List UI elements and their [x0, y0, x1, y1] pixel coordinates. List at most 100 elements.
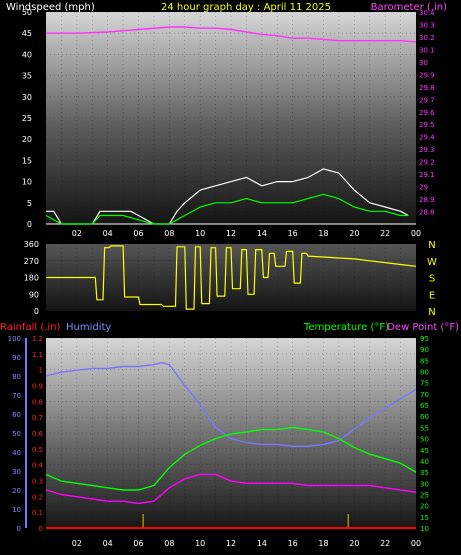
- barometer-tick-label: 29.3: [419, 146, 435, 154]
- temperature-tick-label: 80: [420, 369, 429, 377]
- temperature-tick-label: 55: [420, 424, 429, 432]
- humidity-tick-label: 30: [12, 468, 21, 476]
- temperature-tick-label: 45: [420, 447, 429, 455]
- rain-tick-label: 1.2: [32, 335, 43, 343]
- temperature-tick-label: 65: [420, 402, 429, 410]
- temperature-line: [45, 426, 417, 491]
- direction-tick-label: 270: [24, 257, 39, 266]
- rain-tick-label: 0: [39, 525, 43, 533]
- barometer-tick-label: 30.3: [419, 21, 435, 29]
- wind-tick-label: 50: [22, 8, 32, 17]
- rain-tick-label: 0.1: [32, 509, 43, 517]
- rain-tick-label: 0.4: [32, 462, 44, 470]
- direction-tick-label: 180: [24, 274, 39, 283]
- wind-tick-label: 45: [22, 29, 32, 38]
- rain-tick-label: 0.8: [32, 398, 43, 406]
- temperature-tick-label: 10: [420, 525, 429, 533]
- x-tick-label: 00: [411, 229, 421, 238]
- x-tick-label: 08: [164, 229, 174, 238]
- x-tick-label: 10: [195, 229, 205, 238]
- wind-tick-label: 20: [22, 135, 32, 144]
- x-tick-label: 06: [133, 229, 143, 238]
- wind-panel-bg: [46, 12, 416, 224]
- humidity-tick-label: 50: [12, 430, 21, 438]
- wind-tick-label: 10: [22, 178, 32, 187]
- wind-tick-label: 5: [27, 199, 32, 208]
- temperature-tick-label: 15: [420, 514, 429, 522]
- wind-direction-line: [46, 245, 417, 310]
- temperature-tick-label: 70: [420, 391, 429, 399]
- x-tick-label: 22: [380, 539, 390, 548]
- x-tick-label: 20: [349, 229, 359, 238]
- humidity-tick-label: 40: [12, 449, 21, 457]
- barometer-tick-label: 29.8: [419, 84, 435, 92]
- x-tick-label: 16: [288, 229, 298, 238]
- barometer-line: [46, 26, 417, 43]
- x-tick-label: 04: [103, 539, 113, 548]
- temperature-label: Temperature (°F): [303, 322, 389, 333]
- humidity-tick-label: 10: [12, 506, 21, 514]
- temperature-tick-label: 35: [420, 469, 429, 477]
- rain-tick-label: 0.7: [32, 414, 43, 422]
- x-tick-label: 02: [72, 539, 82, 548]
- rain-tick-label: 0.5: [32, 446, 43, 454]
- barometer-tick-label: 29.1: [419, 171, 435, 179]
- compass-label: W: [427, 257, 437, 268]
- barometer-tick-label: 28.8: [419, 209, 435, 217]
- barometer-tick-label: 30.1: [419, 46, 435, 54]
- dew-point-line: [45, 473, 417, 505]
- humidity-tick-label: 0: [17, 525, 21, 533]
- x-tick-label: 20: [349, 539, 359, 548]
- x-tick-label: 08: [164, 539, 174, 548]
- temperature-tick-label: 90: [420, 346, 429, 354]
- x-tick-label: 18: [318, 539, 328, 548]
- direction-tick-label: 90: [29, 290, 39, 299]
- x-tick-label: 18: [318, 229, 328, 238]
- barometer-tick-label: 29.5: [419, 121, 435, 129]
- temperature-tick-label: 20: [420, 503, 429, 511]
- barometer-tick-label: 30: [419, 59, 428, 67]
- barometer-tick-label: 29.7: [419, 96, 435, 104]
- x-tick-label: 12: [226, 539, 236, 548]
- compass-label: N: [428, 307, 435, 318]
- barometer-tick-label: 30.4: [419, 9, 435, 17]
- x-tick-label: 10: [195, 539, 205, 548]
- humidity-tick-label: 90: [12, 354, 21, 362]
- x-tick-label: 14: [257, 229, 267, 238]
- rain-tick-label: 1: [39, 367, 43, 375]
- temperature-tick-label: 50: [420, 436, 429, 444]
- dew-point-label: Dew Point (°F): [387, 322, 459, 333]
- wind-tick-label: 0: [27, 220, 32, 229]
- wind-gust-line: [46, 168, 409, 225]
- temperature-tick-label: 60: [420, 413, 429, 421]
- temperature-tick-label: 85: [420, 357, 429, 365]
- barometer-label: Barometer (.in): [371, 2, 447, 13]
- direction-tick-label: 0: [34, 307, 39, 316]
- humidity-label: Humidity: [66, 322, 111, 333]
- humidity-line: [45, 362, 417, 447]
- rain-tick-label: 0.6: [32, 430, 44, 438]
- compass-label: S: [429, 274, 435, 285]
- x-tick-label: 00: [411, 539, 421, 548]
- compass-label: E: [429, 290, 435, 301]
- x-tick-label: 06: [133, 539, 143, 548]
- wind-tick-label: 40: [22, 50, 32, 59]
- x-tick-label: 22: [380, 229, 390, 238]
- humidity-tick-label: 60: [12, 411, 21, 419]
- barometer-tick-label: 29.6: [419, 109, 435, 117]
- barometer-tick-label: 29: [419, 184, 428, 192]
- temperature-tick-label: 25: [420, 491, 429, 499]
- temperature-tick-label: 75: [420, 380, 429, 388]
- rain-tick-label: 0.2: [32, 493, 43, 501]
- humidity-tick-label: 100: [8, 335, 21, 343]
- humidity-tick-label: 20: [12, 487, 21, 495]
- rainfall-label: Rainfall (.in): [0, 322, 61, 333]
- page-title: 24 hour graph day : April 11 2025: [161, 2, 331, 13]
- barometer-tick-label: 30.2: [419, 34, 435, 42]
- rain-tick-label: 0.9: [32, 383, 43, 391]
- humidity-tick-label: 70: [12, 392, 21, 400]
- rain-tick-label: 1.1: [32, 351, 43, 359]
- direction-tick-label: 360: [24, 240, 39, 249]
